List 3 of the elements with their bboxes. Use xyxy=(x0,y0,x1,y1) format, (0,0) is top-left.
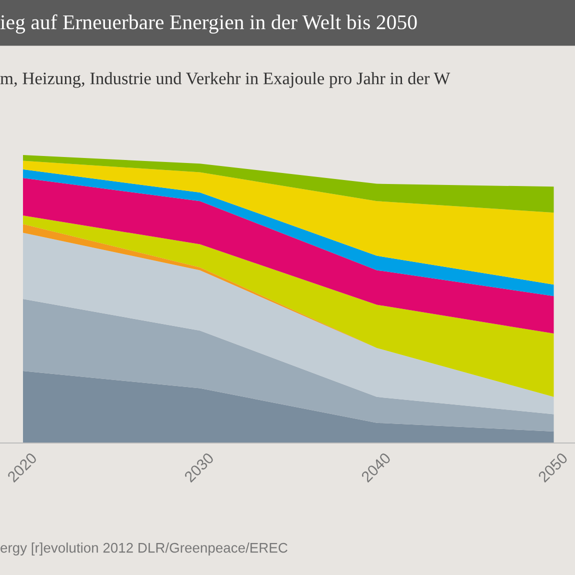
chart-title: ieg auf Erneuerbare Energien in der Welt bis 2050 xyxy=(0,14,417,34)
text: ergy [r]evolution 2012 DLR/Greenpeace/EREC xyxy=(0,542,288,556)
chart-subtitle: m, Heizung, Industrie und Verkehr in Exajoule pro Jahr in der W xyxy=(0,72,450,88)
